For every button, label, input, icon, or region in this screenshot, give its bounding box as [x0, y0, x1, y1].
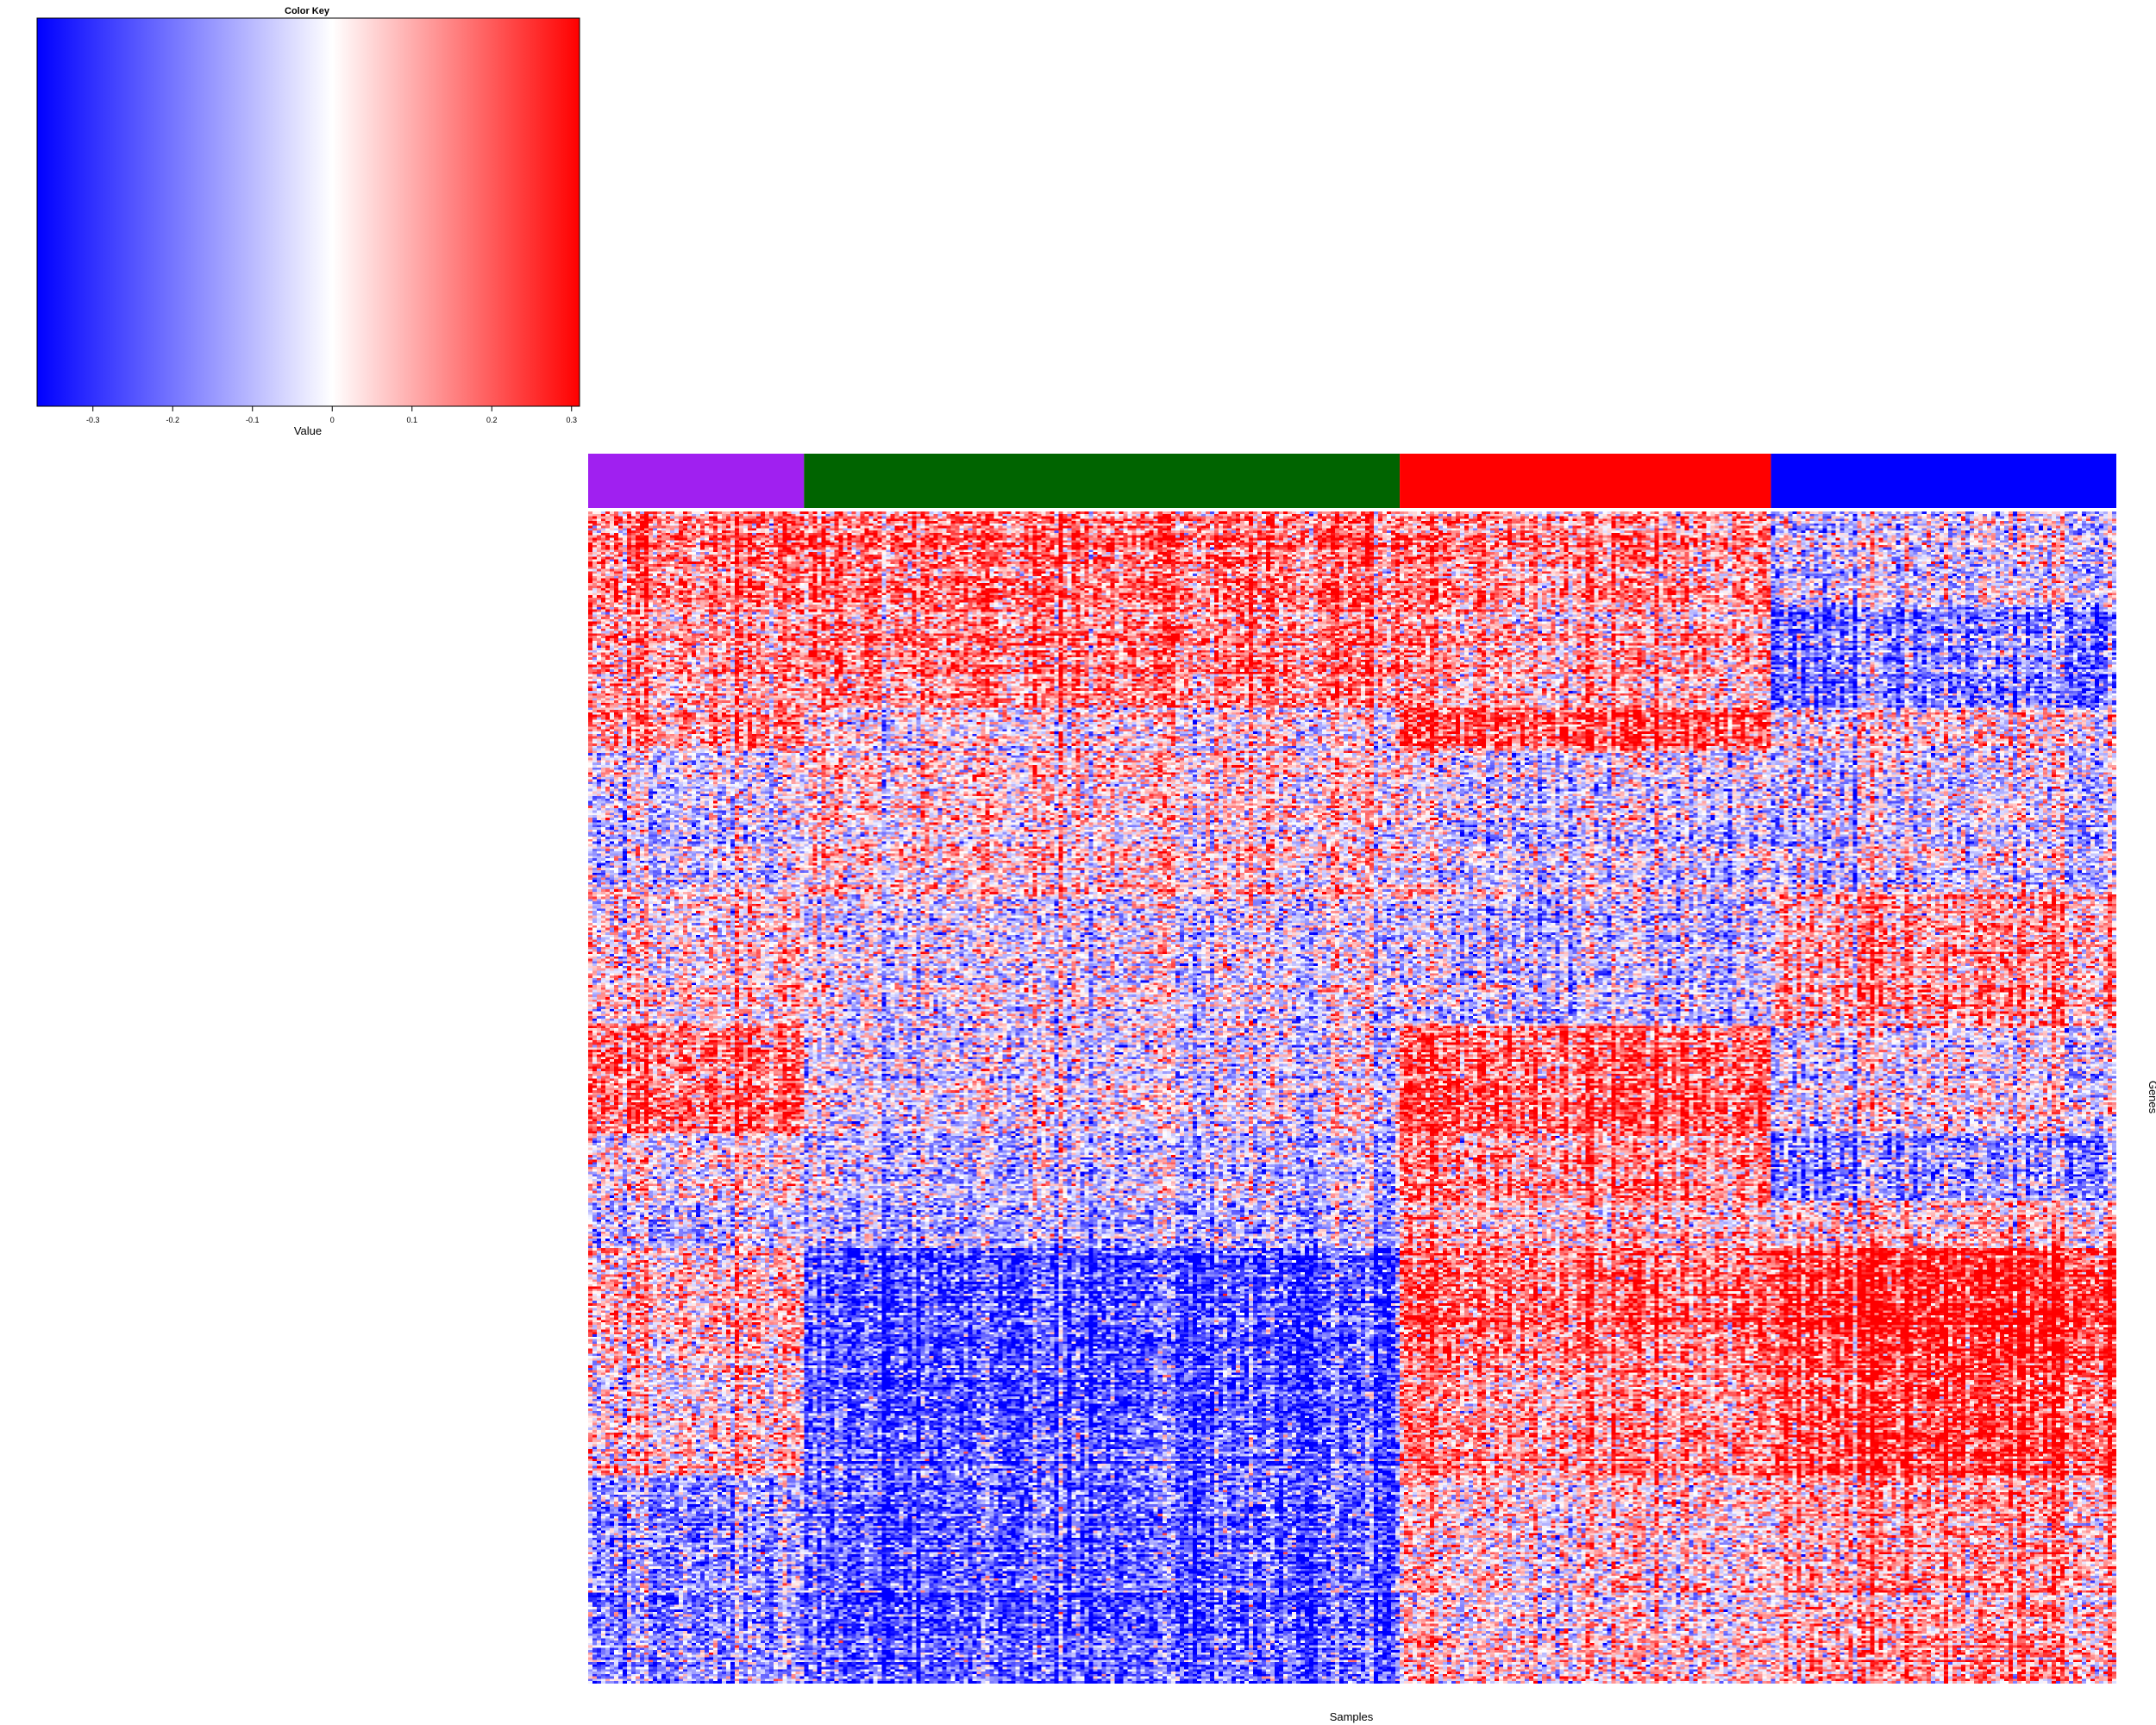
- sample-group-colorbar: [588, 454, 2116, 508]
- color-key-tick-label: -0.1: [246, 416, 260, 424]
- color-key: Color Key -0.3 -0.2 -0.1 0 0.1 0.2 0.3 Value: [36, 6, 580, 437]
- heatmap-ylabel: Genes: [2147, 1081, 2156, 1114]
- heatmap-xlabel: Samples: [1330, 1710, 1374, 1723]
- heatmap-cells: [588, 511, 2116, 1684]
- sample-group-bar: [1771, 454, 2116, 508]
- color-key-title: Color Key: [285, 6, 330, 16]
- sample-group-bar: [804, 454, 1401, 508]
- color-key-xlabel: Value: [294, 424, 322, 437]
- sample-group-bar: [588, 454, 805, 508]
- color-key-tick-label: 0.1: [406, 416, 417, 424]
- color-key-tick-label: 0: [330, 416, 335, 424]
- color-key-tick-label: -0.2: [166, 416, 179, 424]
- color-key-tick-label: 0.2: [486, 416, 498, 424]
- color-key-tick-label: 0.3: [566, 416, 577, 424]
- color-key-ticks: -0.3 -0.2 -0.1 0 0.1 0.2 0.3: [86, 406, 577, 424]
- heatmap-panel: Samples Genes: [588, 454, 2156, 1723]
- color-key-tick-label: -0.3: [86, 416, 100, 424]
- color-key-gradient: [36, 17, 580, 407]
- sample-group-bar: [1400, 454, 1771, 508]
